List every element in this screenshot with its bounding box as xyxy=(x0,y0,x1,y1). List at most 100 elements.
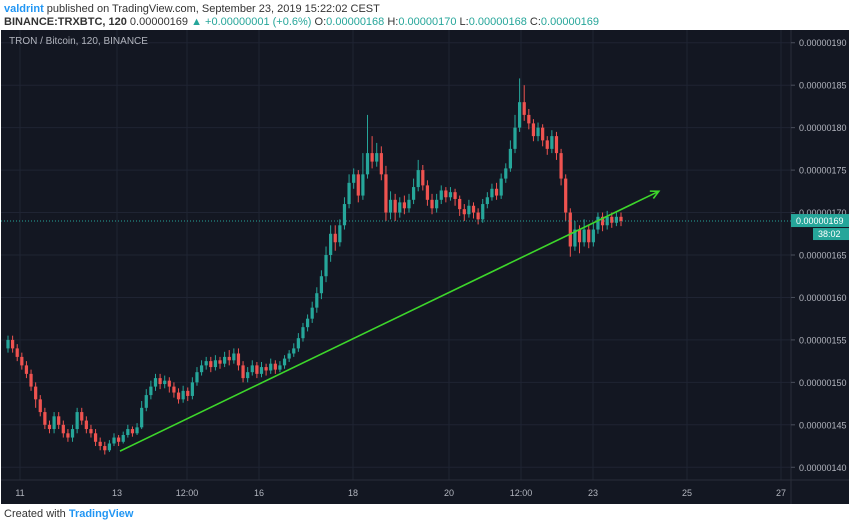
publish-info: valdrint published on TradingView.com, S… xyxy=(4,3,380,15)
candle-body xyxy=(499,178,503,196)
author-name[interactable]: valdrint xyxy=(4,3,44,15)
candle-body xyxy=(292,348,296,354)
candle-body xyxy=(545,140,549,149)
candle-body xyxy=(75,412,79,430)
candle-body xyxy=(167,380,171,387)
candle-body xyxy=(227,356,231,361)
candle-body xyxy=(172,386,176,393)
candle-body xyxy=(619,216,623,222)
candle-body xyxy=(273,363,277,370)
candle-body xyxy=(80,412,84,421)
candle-body xyxy=(20,356,24,366)
change-value: ▲ +0.00000001 (+0.6%) xyxy=(191,16,312,28)
y-tick-label: 0.00000170 xyxy=(799,208,847,218)
candle-body xyxy=(393,199,397,213)
candle-body xyxy=(241,365,245,379)
candle-body xyxy=(140,407,144,428)
candle-body xyxy=(112,437,116,444)
candle-body xyxy=(365,153,370,175)
candle-body xyxy=(517,102,522,128)
candle-body xyxy=(481,204,485,220)
candle-body xyxy=(296,338,300,349)
candle-body xyxy=(379,153,383,175)
candle-body xyxy=(47,424,52,430)
candle-body xyxy=(554,136,559,154)
candle-body xyxy=(117,437,121,442)
candle-body xyxy=(34,386,38,400)
candle-body xyxy=(61,424,65,434)
candle-body xyxy=(29,373,33,387)
candle-body xyxy=(287,353,291,359)
candle-body xyxy=(236,353,241,366)
candle-body xyxy=(264,367,268,371)
candle-body xyxy=(158,378,162,385)
x-tick-label: 12:00 xyxy=(176,488,199,498)
candle-body xyxy=(176,392,181,400)
candle-body xyxy=(195,372,199,383)
candle-body xyxy=(103,446,107,451)
ohlc-o: O:0.00000168 xyxy=(314,16,385,28)
last-price-tag xyxy=(791,214,849,228)
candle-body xyxy=(10,339,15,349)
candle-body xyxy=(453,192,457,199)
symbol-label: BINANCE:TRXBTC, 120 xyxy=(4,16,127,28)
candle-body xyxy=(370,153,374,162)
trendline xyxy=(119,190,660,452)
candle-body xyxy=(93,433,98,442)
candle-body xyxy=(388,199,393,213)
candle-body xyxy=(24,365,29,374)
candle-body xyxy=(398,202,402,213)
x-tick-label: 20 xyxy=(444,488,454,498)
candle-body xyxy=(587,229,591,243)
candle-body xyxy=(439,190,443,200)
candle-body xyxy=(485,197,489,205)
candle-body xyxy=(66,433,70,438)
candle-body xyxy=(223,356,227,364)
chart-area[interactable]: 0.00000190 0.00000185 0.00000180 0.00000175… xyxy=(1,30,849,504)
candle-body xyxy=(573,229,577,247)
candle-body xyxy=(444,190,448,198)
candle-body xyxy=(568,212,572,247)
candle-body xyxy=(278,365,282,370)
candle-body xyxy=(163,380,167,385)
candle-body xyxy=(84,420,88,430)
created-with-label: Created with xyxy=(4,508,66,520)
symbol-info: BINANCE:TRXBTC, 120 0.00000169 ▲ +0.0000… xyxy=(4,16,599,28)
y-tick-label: 0.00000190 xyxy=(799,38,847,48)
candle-body xyxy=(596,216,600,230)
candle-body xyxy=(305,318,310,328)
candle-body xyxy=(347,182,351,205)
candle-body xyxy=(130,429,135,434)
candle-body xyxy=(250,365,254,373)
candle-body xyxy=(435,199,439,209)
candle-body xyxy=(504,168,508,179)
candle-body xyxy=(467,205,471,215)
candle-body xyxy=(144,395,148,408)
candle-body xyxy=(181,390,185,400)
y-tick-label: 0.00000150 xyxy=(799,378,847,388)
tradingview-logo[interactable]: TradingView xyxy=(68,508,134,520)
candle-body xyxy=(333,233,337,243)
footer: Created with TradingView xyxy=(4,508,133,520)
ohlc-values: O:0.00000168 H:0.00000170 L:0.00000168 C… xyxy=(315,16,600,28)
candle-body xyxy=(508,148,512,169)
candle-body xyxy=(541,127,545,141)
x-tick-label: 25 xyxy=(682,488,692,498)
candle-body xyxy=(448,192,453,198)
candle-body xyxy=(186,390,190,396)
candle-body xyxy=(89,429,93,434)
candle-body xyxy=(361,174,365,196)
candle-body xyxy=(324,255,328,277)
candle-body xyxy=(564,178,568,213)
candle-body xyxy=(70,429,75,438)
candle-body xyxy=(315,293,319,308)
candle-body xyxy=(255,365,259,374)
candle-body xyxy=(269,363,273,371)
candle-body xyxy=(416,170,420,188)
candle-body xyxy=(513,127,517,149)
y-tick-label: 0.00000185 xyxy=(799,81,847,91)
countdown-label: 38:02 xyxy=(818,229,841,239)
price-chart[interactable]: 0.00000190 0.00000185 0.00000180 0.00000175… xyxy=(1,30,849,504)
candle-body xyxy=(614,216,619,223)
candle-body xyxy=(531,123,536,137)
